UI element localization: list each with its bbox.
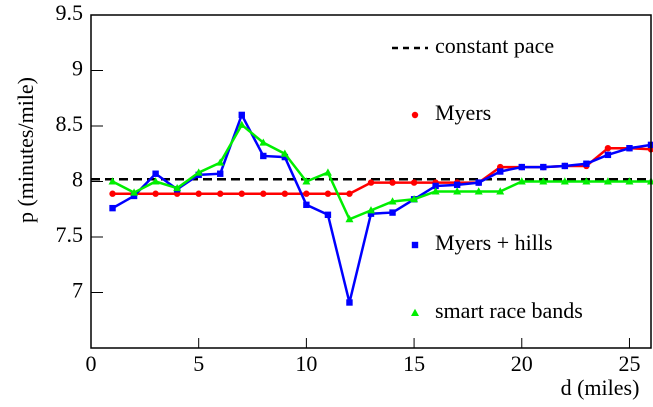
series-line <box>111 111 652 303</box>
point <box>389 179 396 186</box>
point <box>561 162 569 170</box>
series-line <box>112 146 652 195</box>
point <box>281 153 289 161</box>
point <box>260 152 267 160</box>
x-tick-label: 0 <box>86 351 97 376</box>
y-tick-label: 7 <box>72 278 83 303</box>
point <box>302 177 311 185</box>
point <box>323 168 332 176</box>
point <box>539 177 548 185</box>
point <box>216 158 225 166</box>
point <box>281 190 289 197</box>
point <box>259 138 268 146</box>
point <box>217 190 224 197</box>
legend-swatch <box>411 308 419 316</box>
point <box>560 177 569 185</box>
point <box>497 168 504 175</box>
point <box>410 195 419 203</box>
point <box>432 182 439 190</box>
point <box>604 151 612 159</box>
point <box>626 145 633 152</box>
point <box>582 177 591 185</box>
point <box>194 168 203 176</box>
point <box>517 177 526 185</box>
point <box>324 190 332 197</box>
point <box>389 209 396 216</box>
point <box>260 190 267 197</box>
point <box>474 187 483 195</box>
point <box>238 190 245 197</box>
legend-label: constant pace <box>435 33 554 58</box>
y-tick-label: 7.5 <box>56 222 84 247</box>
x-axis-label: d (miles) <box>561 375 640 400</box>
point <box>237 120 246 128</box>
point <box>195 190 202 197</box>
point <box>518 163 525 171</box>
point <box>173 183 182 192</box>
point <box>238 111 245 119</box>
point <box>388 197 397 205</box>
point <box>152 170 159 177</box>
plot-frame <box>90 14 652 349</box>
x-tick-label: 15 <box>403 351 425 376</box>
legend-label: Myers <box>435 100 491 125</box>
point <box>410 179 418 186</box>
point <box>604 145 612 152</box>
point <box>431 187 440 195</box>
x-tick-label: 10 <box>295 351 317 376</box>
y-tick-label: 9.5 <box>56 0 84 25</box>
point <box>345 215 354 223</box>
legend-label: smart race bands <box>435 298 583 323</box>
point <box>367 206 375 214</box>
legend-swatch <box>411 241 419 249</box>
point <box>625 177 634 185</box>
point <box>303 190 310 197</box>
point <box>217 170 224 177</box>
point <box>280 149 289 157</box>
point <box>583 160 590 167</box>
point <box>346 190 353 197</box>
legend-label: Myers + hills <box>435 230 553 255</box>
point <box>367 210 375 217</box>
point <box>152 190 159 197</box>
point <box>130 188 139 196</box>
point <box>453 181 461 189</box>
legend-swatch <box>411 111 419 119</box>
point <box>108 177 117 185</box>
series-line <box>111 122 651 221</box>
point <box>496 187 505 195</box>
y-tick-label: 9 <box>72 56 83 81</box>
point <box>130 192 138 200</box>
x-tick-label: 5 <box>193 351 204 376</box>
y-tick-label: 8 <box>72 167 83 192</box>
point <box>475 179 482 186</box>
x-tick-label: 20 <box>511 351 533 376</box>
point <box>109 204 116 212</box>
point <box>109 190 116 197</box>
point <box>453 187 462 195</box>
point <box>151 177 160 185</box>
point <box>603 177 612 185</box>
y-axis-label: p (minutes/mile) <box>13 77 38 223</box>
y-tick-label: 8.5 <box>56 111 84 136</box>
point <box>324 211 332 218</box>
point <box>303 201 310 209</box>
point <box>367 179 375 186</box>
x-tick-label: 25 <box>618 351 640 376</box>
point <box>540 163 547 171</box>
point <box>346 299 353 306</box>
